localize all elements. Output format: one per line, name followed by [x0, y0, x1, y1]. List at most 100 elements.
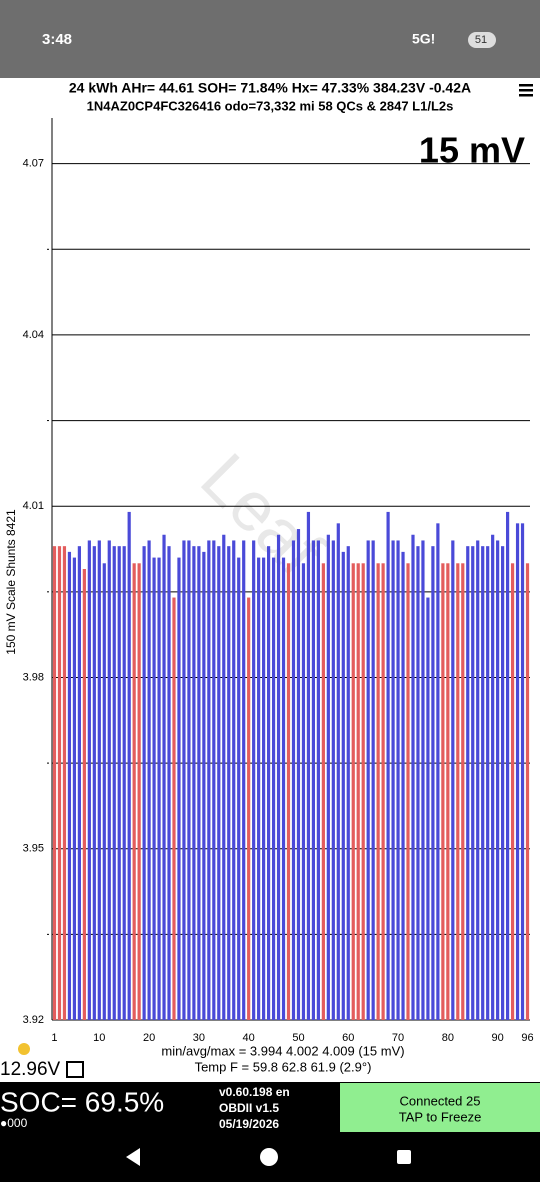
bar — [510, 563, 515, 1020]
bar — [62, 546, 67, 1020]
y-tick-label: 4.04 — [23, 329, 44, 341]
bar — [376, 563, 380, 1020]
indicator: ●000 — [0, 1116, 28, 1130]
bar — [496, 540, 500, 1020]
bar — [72, 557, 77, 1020]
nav-back[interactable] — [126, 1148, 140, 1166]
plot: 4.07 4.04 4.01 3.98 3.95 3.92 1 10 20 30 40 50 60 70 8… — [23, 158, 534, 1044]
status-bar — [0, 0, 540, 78]
bar — [466, 546, 470, 1020]
connect-button[interactable] — [340, 1083, 540, 1132]
x-tick-label: 50 — [292, 1032, 304, 1044]
bar — [157, 557, 161, 1020]
bar — [142, 546, 146, 1020]
bar — [242, 540, 246, 1020]
bar — [401, 551, 405, 1020]
bar — [97, 540, 101, 1020]
bar — [366, 540, 370, 1020]
bar — [486, 546, 490, 1020]
bar — [262, 557, 266, 1020]
header-line: 24 kWh AHr= 44.61 SOH= 71.84% Hx= 47.33%… — [69, 80, 471, 96]
bar — [406, 563, 410, 1020]
bar — [107, 540, 111, 1020]
bar — [217, 546, 221, 1020]
bar — [122, 546, 126, 1020]
calendar-icon[interactable] — [66, 1061, 84, 1078]
battery-icon — [468, 32, 496, 48]
bar — [426, 597, 430, 1020]
bar — [341, 551, 345, 1020]
bar — [321, 563, 325, 1020]
soc: SOC= 69.5% — [0, 1086, 164, 1117]
bar — [286, 563, 291, 1020]
bar — [187, 540, 191, 1020]
y-tick-label: 3.92 — [23, 1014, 44, 1026]
bar — [271, 557, 276, 1020]
bar — [520, 523, 525, 1020]
bar — [505, 511, 510, 1020]
bar — [112, 546, 116, 1020]
bar — [316, 540, 320, 1020]
bar — [301, 563, 306, 1020]
bar — [207, 540, 211, 1020]
menu-icon[interactable] — [519, 84, 533, 97]
bar — [411, 534, 415, 1020]
network: 5G! — [412, 31, 435, 47]
freeze[interactable]: TAP to Freeze — [399, 1109, 482, 1124]
bar — [117, 546, 121, 1020]
obd: OBDII v1.5 — [219, 1101, 279, 1115]
x-tick-label: 30 — [193, 1032, 205, 1044]
y-axis-label: 150 mV Scale Shunts 8421 — [4, 509, 18, 655]
bar — [252, 540, 256, 1020]
bar — [441, 563, 445, 1020]
bar — [281, 557, 286, 1020]
bar — [296, 529, 301, 1020]
bar — [92, 546, 96, 1020]
bar — [416, 546, 420, 1020]
bar — [182, 540, 186, 1020]
bar — [237, 557, 241, 1020]
bar — [451, 540, 455, 1020]
bar — [336, 523, 340, 1020]
bar — [132, 563, 136, 1020]
bar — [491, 534, 495, 1020]
bar — [446, 563, 450, 1020]
bar — [396, 540, 400, 1020]
bar — [311, 540, 316, 1020]
nav-home[interactable] — [260, 1148, 278, 1166]
clock: 3:48 — [42, 31, 72, 48]
bar — [456, 563, 460, 1020]
x-tick-label: 40 — [243, 1032, 255, 1044]
bar — [137, 563, 141, 1020]
x-tick-label: 20 — [143, 1032, 155, 1044]
bar — [67, 551, 72, 1020]
bar — [167, 546, 171, 1020]
bar — [436, 523, 440, 1020]
x-tick-label: 1 — [51, 1032, 57, 1044]
bar — [232, 540, 236, 1020]
bar — [257, 557, 261, 1020]
bar — [331, 540, 335, 1020]
connected[interactable]: Connected 25 — [400, 1093, 481, 1108]
bar — [381, 563, 385, 1020]
x-tick-label: 10 — [93, 1032, 105, 1044]
nav-recents[interactable] — [397, 1150, 411, 1164]
bar — [515, 523, 520, 1020]
bar — [147, 540, 151, 1020]
bar — [266, 546, 271, 1020]
bar — [476, 540, 480, 1020]
version: v0.60.198 en — [219, 1085, 290, 1099]
bar — [525, 563, 530, 1020]
bar — [177, 557, 181, 1020]
bar — [346, 546, 350, 1020]
y-tick-label: 3.98 — [23, 671, 44, 683]
bar — [391, 540, 395, 1020]
y-tick-label: 4.01 — [23, 500, 44, 512]
bar — [102, 563, 106, 1020]
bar — [421, 540, 425, 1020]
bar — [356, 563, 360, 1020]
bulb-icon — [18, 1043, 30, 1055]
bar — [351, 563, 355, 1020]
bar — [461, 563, 465, 1020]
